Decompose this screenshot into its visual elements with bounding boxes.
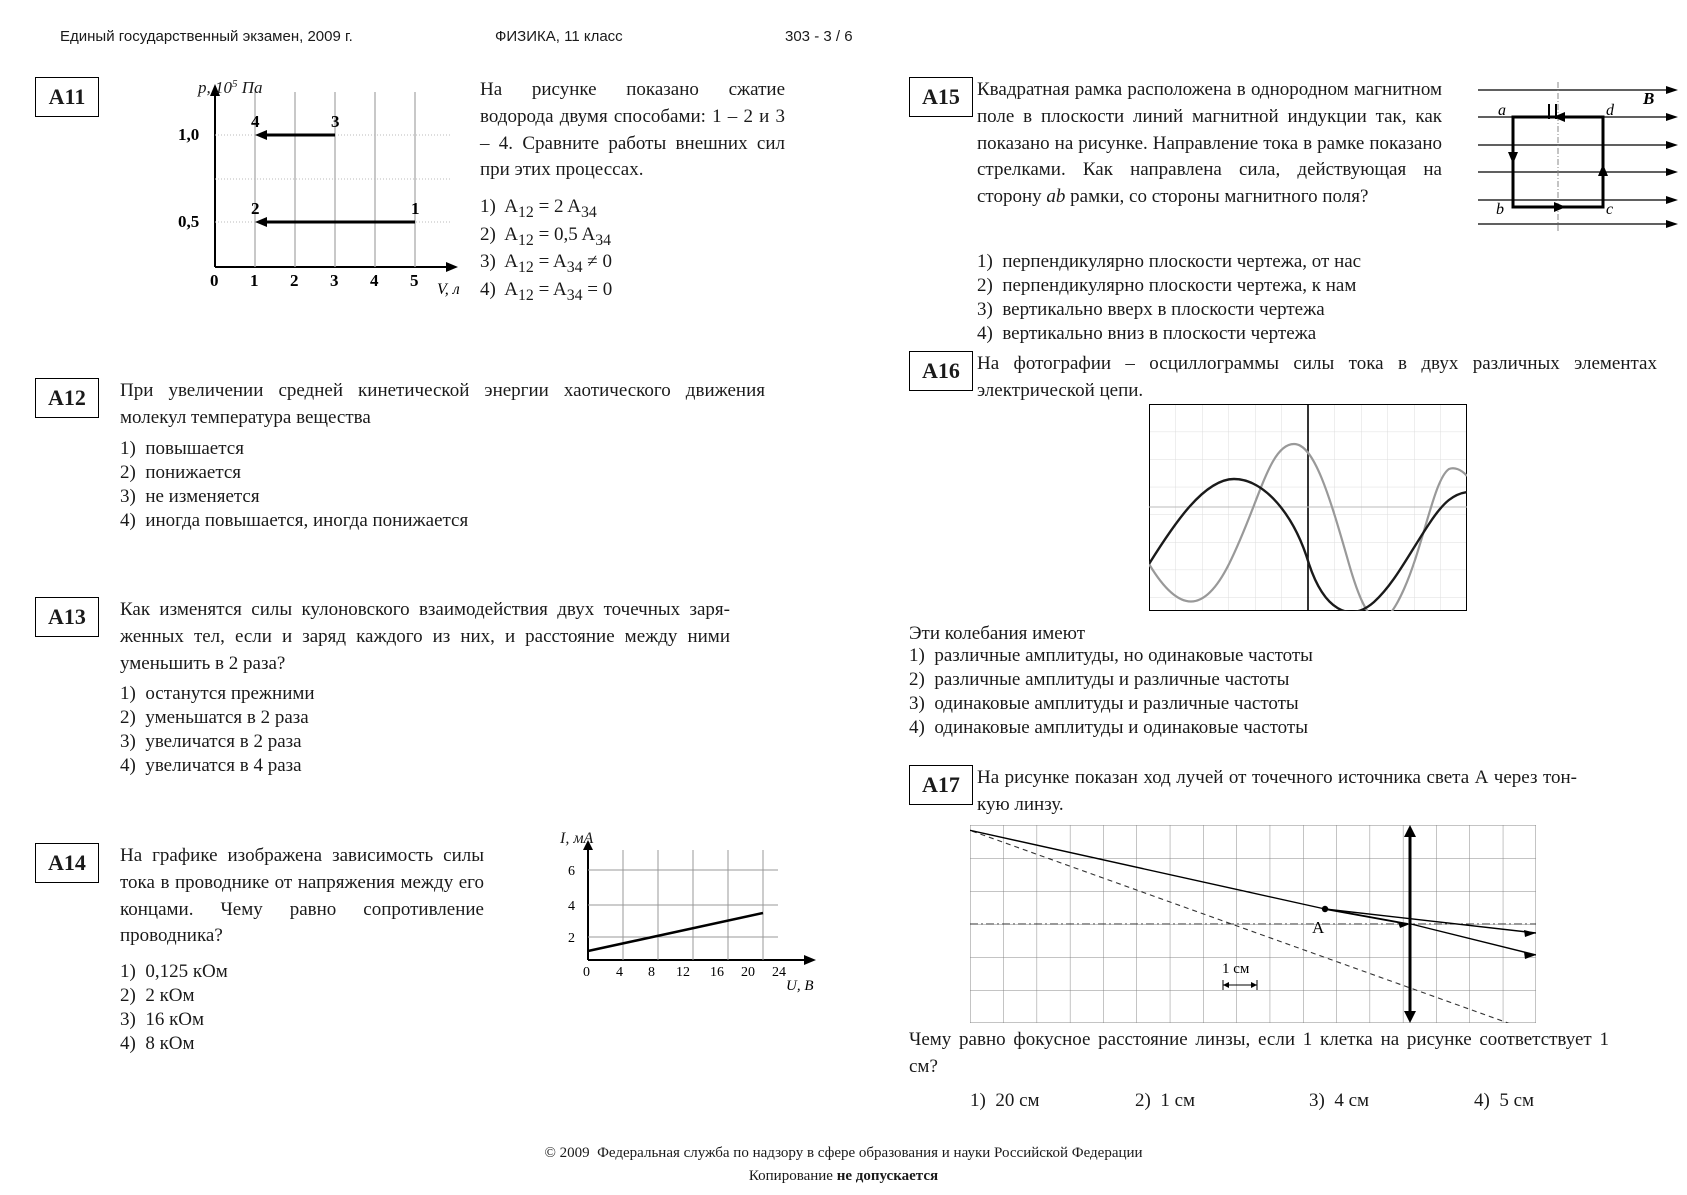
svg-text:B: B <box>1642 89 1654 108</box>
svg-text:8: 8 <box>648 965 655 980</box>
svg-text:V, л: V, л <box>437 281 460 298</box>
svg-text:2: 2 <box>568 931 575 946</box>
svg-text:0: 0 <box>210 271 219 290</box>
svg-text:a: a <box>1498 102 1506 119</box>
svg-text:16: 16 <box>710 965 724 980</box>
svg-text:5: 5 <box>410 271 419 290</box>
svg-text:2: 2 <box>251 199 260 218</box>
svg-text:1: 1 <box>411 199 420 218</box>
svg-text:A: A <box>1312 918 1325 937</box>
svg-text:c: c <box>1606 201 1613 218</box>
svg-text:1 см: 1 см <box>1222 961 1250 977</box>
svg-text:1: 1 <box>250 271 259 290</box>
svg-text:4: 4 <box>568 899 575 914</box>
svg-text:12: 12 <box>676 965 690 980</box>
svg-text:1,0: 1,0 <box>178 125 199 144</box>
svg-text:6: 6 <box>568 864 575 879</box>
svg-text:2: 2 <box>290 271 299 290</box>
svg-text:4: 4 <box>251 112 260 131</box>
svg-text:U, В: U, В <box>786 978 814 994</box>
svg-text:20: 20 <box>741 965 755 980</box>
svg-text:4: 4 <box>370 271 379 290</box>
svg-text:b: b <box>1496 201 1504 218</box>
svg-text:3: 3 <box>330 271 339 290</box>
svg-text:3: 3 <box>331 112 340 131</box>
svg-text:0,5: 0,5 <box>178 212 199 231</box>
svg-text:d: d <box>1606 102 1615 119</box>
svg-text:0: 0 <box>583 965 590 980</box>
svg-text:24: 24 <box>772 965 786 980</box>
svg-text:4: 4 <box>616 965 623 980</box>
